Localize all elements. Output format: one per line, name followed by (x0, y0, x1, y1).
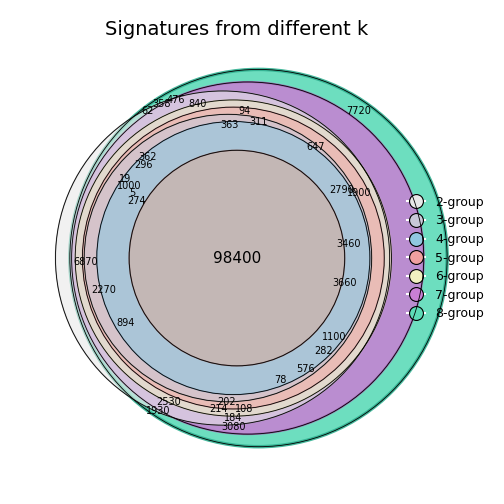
Text: 282: 282 (314, 346, 333, 356)
Text: 94: 94 (238, 106, 250, 116)
Text: 108: 108 (235, 404, 254, 414)
Text: 19: 19 (119, 174, 132, 184)
Text: 647: 647 (307, 142, 325, 152)
Legend: 2-group, 3-group, 4-group, 5-group, 6-group, 7-group, 8-group: 2-group, 3-group, 4-group, 5-group, 6-gr… (404, 193, 487, 323)
Text: 274: 274 (127, 196, 146, 206)
Circle shape (97, 121, 370, 395)
Text: 1900: 1900 (347, 188, 371, 199)
Text: 894: 894 (116, 318, 135, 328)
Text: 2790: 2790 (329, 185, 353, 195)
Text: 1100: 1100 (322, 332, 346, 342)
Title: Signatures from different k: Signatures from different k (105, 20, 368, 39)
Text: 214: 214 (210, 404, 228, 414)
Text: 2530: 2530 (156, 397, 181, 407)
Text: 362: 362 (138, 152, 156, 162)
Text: 6870: 6870 (74, 257, 98, 267)
Circle shape (55, 91, 390, 425)
Circle shape (75, 100, 392, 416)
Text: 296: 296 (134, 160, 153, 170)
Text: 3080: 3080 (221, 422, 245, 432)
Text: 3460: 3460 (336, 239, 360, 248)
Text: 184: 184 (224, 413, 242, 423)
Text: 202: 202 (217, 397, 235, 407)
Text: 1000: 1000 (117, 181, 141, 191)
Text: 840: 840 (188, 99, 207, 108)
Circle shape (72, 82, 424, 434)
Text: 98400: 98400 (213, 250, 261, 266)
Text: 7720: 7720 (347, 106, 371, 116)
Text: 311: 311 (249, 116, 268, 127)
Text: 5: 5 (130, 188, 136, 199)
Text: 3660: 3660 (333, 278, 357, 288)
Circle shape (129, 150, 345, 366)
Text: 358: 358 (152, 99, 171, 108)
Circle shape (84, 114, 371, 402)
Text: 62: 62 (141, 106, 153, 116)
Circle shape (83, 107, 384, 409)
Text: 1930: 1930 (146, 406, 170, 416)
Text: 363: 363 (221, 120, 239, 130)
Text: 476: 476 (167, 95, 185, 105)
Text: 2270: 2270 (92, 285, 116, 295)
Text: 576: 576 (296, 364, 314, 374)
Circle shape (70, 70, 447, 447)
Text: 78: 78 (274, 375, 286, 385)
